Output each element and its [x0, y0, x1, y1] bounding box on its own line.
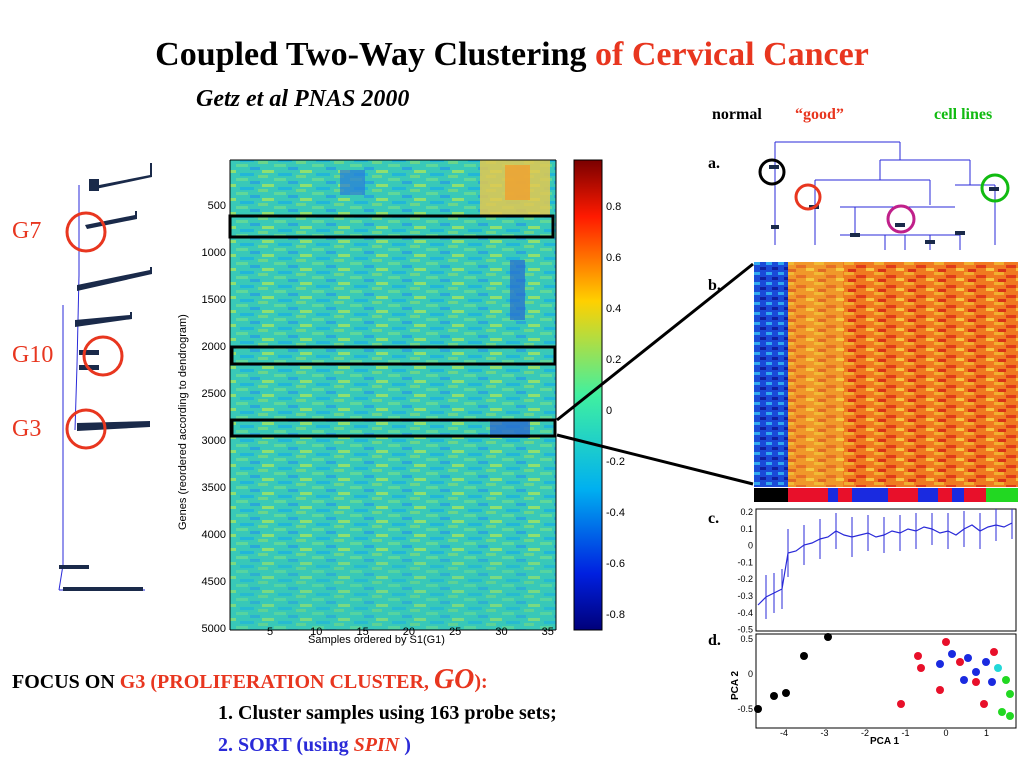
slide-subtitle: Getz et al PNAS 2000: [196, 86, 410, 112]
heatmap-xtick-4: 25: [449, 626, 461, 638]
item-sort-spin: SPIN: [353, 734, 400, 756]
cell-lines-circle: [980, 173, 1010, 203]
colorbar-tick-6: -0.4: [606, 507, 625, 519]
heatmap-ytick-8: 4500: [202, 576, 226, 588]
colorbar-tick-7: -0.6: [606, 558, 625, 570]
group-label-g10: G10: [12, 342, 54, 368]
panel-c-label: c.: [708, 510, 720, 527]
heatmap-ytick-6: 3500: [202, 482, 226, 494]
colorbar-tick-4: 0: [606, 405, 612, 417]
panel-a-label: a.: [708, 155, 720, 172]
pca-xlabel: PCA 1: [870, 736, 900, 747]
heatmap-xtick-0: 5: [267, 626, 273, 638]
g3-circle: [65, 408, 107, 450]
focus-paren-open: (: [145, 671, 158, 693]
label-normal: normal: [712, 106, 762, 123]
focus-prefix: FOCUS ON: [12, 671, 120, 693]
colorbar-tick-1: 0.6: [606, 252, 621, 264]
panel-c-plot: 0.2 0.1 0 -0.1 -0.2 -0.3 -0.4 -0.5: [737, 507, 1017, 635]
panel-d-label: d.: [708, 632, 721, 649]
panel-c-ytick-5: -0.3: [737, 591, 753, 601]
focus-go: GO: [433, 664, 475, 695]
panel-c-ytick-0: 0.2: [740, 507, 753, 517]
g7-circle: [65, 211, 107, 253]
item-sort-prefix: 2. SORT (using: [218, 734, 354, 756]
slide-title: Coupled Two-Way Clustering of Cervical C…: [0, 36, 1024, 74]
group-label-g3: G3: [12, 416, 42, 442]
panel-d-xtick-4: 0: [943, 728, 948, 738]
heatmap-ytick-0: 500: [208, 200, 226, 212]
panel-d-ytick-2: -0.5: [737, 704, 753, 714]
main-heatmap: 500100015002000250030003500400045005000 …: [177, 159, 557, 646]
panel-d-ytick-1: 0: [748, 669, 753, 679]
heatmap-xtick-2: 15: [356, 626, 368, 638]
colorbar-tick-2: 0.4: [606, 303, 621, 315]
panel-c-ytick-7: -0.5: [737, 625, 753, 635]
heatmap-ytick-2: 1500: [202, 294, 226, 306]
panel-c-ytick-2: 0: [748, 541, 753, 551]
connector-lines: [556, 262, 754, 486]
heatmap-ytick-9: 5000: [202, 623, 226, 635]
cluster-circle: [886, 204, 916, 234]
title-main: Coupled Two-Way Clustering: [155, 36, 596, 73]
panel-d-ytick-0: 0.5: [740, 634, 753, 644]
panel-d-plot: 0.5 0 -0.5 -4 -3 -2 -1 0 1 PCA 2 PCA 1: [730, 633, 1017, 747]
heatmap-xlabel: Samples ordered by S1(G1): [308, 634, 445, 646]
focus-cluster: PROLIFERATION CLUSTER,: [157, 671, 434, 693]
panel-d-xtick-2: -2: [861, 728, 869, 738]
panel-b-label: b.: [708, 277, 721, 294]
panel-c-ytick-3: -0.1: [737, 557, 753, 567]
heatmap-xtick-5: 30: [495, 626, 507, 638]
colorbar-tick-3: 0.2: [606, 354, 621, 366]
sample-dendrogram: [758, 141, 1010, 250]
panel-d-xtick-1: -3: [820, 728, 828, 738]
normal-circle: [758, 158, 786, 186]
heatmap-ytick-7: 4000: [202, 529, 226, 541]
pca-ylabel: PCA 2: [730, 670, 741, 700]
label-good: “good”: [795, 106, 844, 123]
heatmap-ytick-1: 1000: [202, 247, 226, 259]
good-circle: [794, 183, 822, 211]
item-sort: 2. SORT (using SPIN ): [218, 734, 411, 757]
focus-g3: G3: [119, 671, 146, 693]
gene-dendrogram: [58, 163, 152, 591]
title-highlight: of Cervical Cancer: [595, 36, 869, 73]
item-sort-suffix: ): [399, 734, 411, 756]
heatmap-xtick-6: 35: [542, 626, 554, 638]
focus-paren-close: ):: [474, 671, 488, 693]
g10-circle: [82, 335, 124, 377]
panel-c-ytick-1: 0.1: [740, 524, 753, 534]
colorbar-tick-5: -0.2: [606, 456, 625, 468]
group-label-g7: G7: [12, 218, 42, 244]
panel-c-ytick-6: -0.4: [737, 608, 753, 618]
panel-d-xtick-5: 1: [984, 728, 989, 738]
item-cluster-samples: 1. Cluster samples using 163 probe sets;: [218, 702, 557, 724]
heatmap-ytick-3: 2000: [202, 341, 226, 353]
panel-d-xtick-3: -1: [901, 728, 909, 738]
focus-line: FOCUS ON G3 (PROLIFERATION CLUSTER, GO):: [12, 664, 488, 696]
group-circles: [65, 211, 124, 450]
heatmap-ytick-4: 2500: [202, 388, 226, 400]
heatmap-xtick-3: 20: [403, 626, 415, 638]
panel-c-ytick-4: -0.2: [737, 574, 753, 584]
heatmap-ylabel: Genes (reordered according to dendrogram…: [177, 314, 189, 530]
g3-heatmap: [754, 262, 1018, 502]
label-cell-lines: cell lines: [934, 106, 993, 123]
heatmap-xtick-1: 10: [310, 626, 322, 638]
panel-d-xtick-0: -4: [780, 728, 788, 738]
colorbar-tick-0: 0.8: [606, 201, 621, 213]
heatmap-ytick-5: 3000: [202, 435, 226, 447]
colorbar-tick-8: -0.8: [606, 609, 625, 621]
